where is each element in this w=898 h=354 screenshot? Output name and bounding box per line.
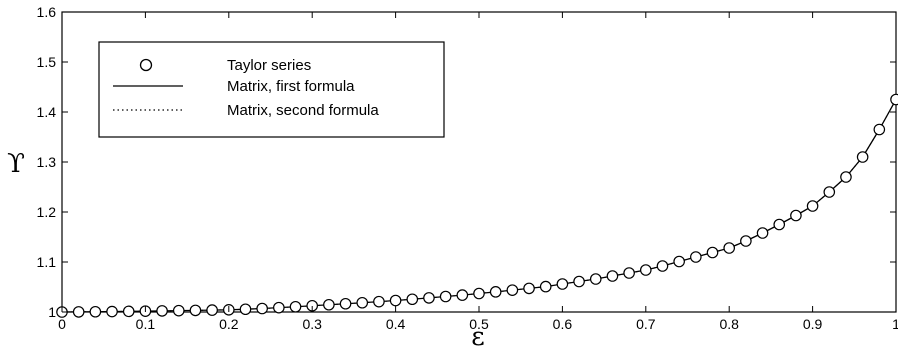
x-axis-label: ε [471,322,484,352]
data-point-taylor [873,123,886,136]
data-point-taylor [356,296,369,309]
data-point-taylor [323,298,335,311]
data-point-taylor [790,209,802,222]
data-point-taylor [639,264,652,276]
data-point-taylor [623,267,635,279]
data-point-taylor [506,284,519,296]
data-point-taylor [606,270,619,282]
data-point-taylor [556,278,569,290]
data-point-taylor [823,186,836,198]
legend-label-taylor: Taylor series [227,57,311,74]
x-tick-label: 0.6 [553,316,573,332]
data-point-taylor [339,297,352,310]
data-point-taylor [673,255,685,268]
series-line-2 [61,99,897,313]
ticks-layer: 0 0.1 0.2 0.3 0.4 0.5 0.6 0.7 0.8 0.9 1 1 1.1 1.2 1.3 1… [37,4,898,332]
data-point-taylor [106,305,118,318]
data-point-taylor [239,303,252,316]
y-tick-label: 1.3 [37,154,57,170]
x-tick-label: 0.9 [803,316,823,332]
data-point-taylor [89,305,102,318]
data-point-taylor [406,293,419,306]
data-point-taylor [589,273,602,285]
legend-label-first-formula: Matrix, first formula [227,78,355,95]
data-point-taylor [856,151,869,163]
data-point-taylor [723,242,735,254]
data-point-taylor [273,301,285,314]
data-point-taylor [890,93,898,106]
x-tick-label: 0.2 [219,316,239,332]
data-point-taylor [840,171,852,183]
legend-marker-taylor [139,58,153,72]
legend-box [98,41,445,138]
x-tick-label: 0 [58,316,66,332]
data-point-taylor [172,304,185,317]
x-tick-label: 0.1 [136,316,156,332]
y-tick-label: 1 [48,304,56,320]
x-tick-label: 0.5 [469,316,489,332]
series-layer [56,93,898,318]
y-tick-label: 1.4 [37,104,57,120]
x-tick-label: 0.3 [302,316,322,332]
data-point-taylor [206,304,218,316]
data-point-taylor [573,275,585,288]
data-point-taylor [289,300,302,313]
data-point-taylor [256,302,268,315]
legend: Taylor series Matrix, first formula Matr… [98,41,445,138]
data-point-taylor [773,218,786,231]
data-point-taylor [523,282,535,295]
data-point-taylor [706,246,719,259]
data-point-taylor [423,292,435,304]
y-axis-label: ϒ [7,149,25,179]
data-point-taylor [539,280,552,293]
data-point-taylor [122,305,135,318]
data-point-taylor [473,287,485,300]
x-tick-label: 0.8 [719,316,739,332]
data-point-taylor [756,227,769,239]
data-point-taylor [656,260,669,272]
data-point-taylor [389,294,402,307]
x-tick-label: 1 [892,316,898,332]
data-point-taylor [373,295,385,308]
data-point-taylor [456,289,469,301]
data-point-taylor [489,286,502,298]
data-point-taylor [72,306,85,318]
data-point-taylor [806,200,819,212]
y-tick-label: 1.1 [37,254,57,270]
x-tick-label: 0.4 [386,316,406,332]
data-point-taylor [690,251,702,263]
x-tick-label: 0.7 [636,316,656,332]
data-point-taylor [156,305,168,317]
data-point-taylor [189,304,202,317]
legend-label-second-formula: Matrix, second formula [227,102,379,119]
y-tick-label: 1.5 [37,54,57,70]
y-tick-label: 1.6 [37,4,57,20]
data-point-taylor [439,290,452,303]
y-tick-label: 1.2 [37,204,57,220]
data-point-taylor [740,235,752,247]
